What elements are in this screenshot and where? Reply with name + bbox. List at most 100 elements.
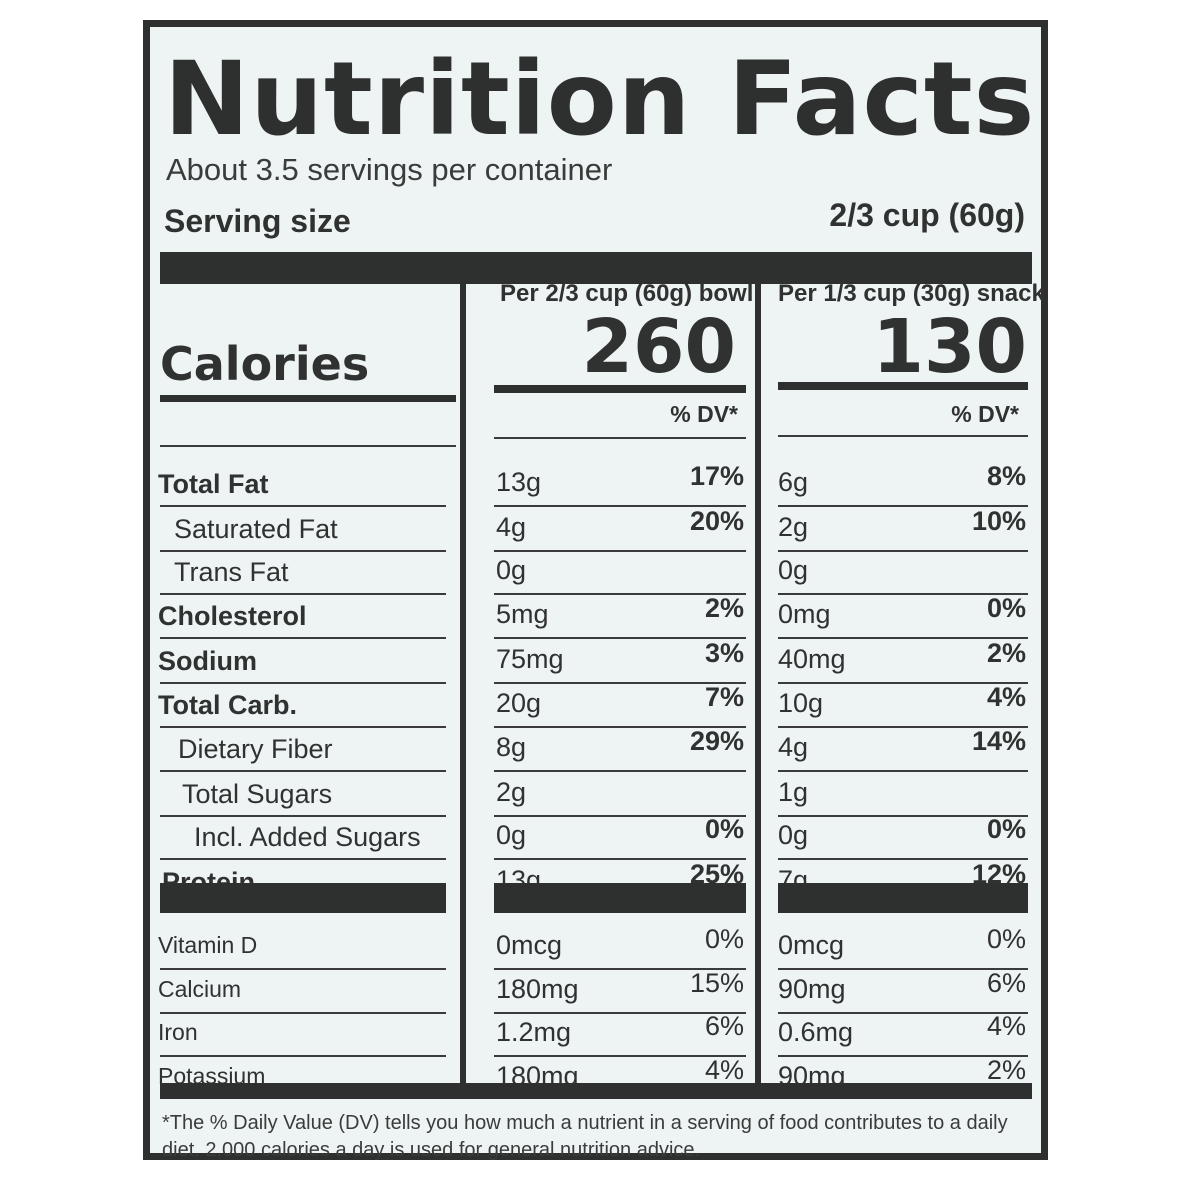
snack-daily-value: 0% bbox=[986, 924, 1026, 954]
row-divider bbox=[160, 726, 446, 728]
snack-amount: 0mcg bbox=[778, 930, 845, 960]
calories-divider-bowl bbox=[494, 385, 746, 393]
bowl-daily-value: 20% bbox=[689, 506, 744, 536]
bowl-amount: 75mg bbox=[496, 644, 564, 674]
snack-daily-value: 6% bbox=[986, 968, 1026, 998]
row-divider bbox=[778, 682, 1028, 684]
row-divider bbox=[494, 858, 746, 860]
snack-dv-header: % DV* bbox=[951, 401, 1019, 427]
snack-daily-value: 4% bbox=[986, 682, 1026, 712]
dv-header-line-left bbox=[160, 445, 456, 447]
bowl-calories-value: 260 bbox=[581, 304, 736, 390]
column-divider-2 bbox=[755, 267, 761, 1097]
vitamin-divider-bowl bbox=[494, 883, 746, 913]
row-divider bbox=[778, 858, 1028, 860]
bowl-daily-value: 6% bbox=[704, 1011, 744, 1041]
row-divider bbox=[494, 815, 746, 817]
row-divider bbox=[778, 637, 1028, 639]
panel-title: Nutrition Facts bbox=[164, 40, 1036, 159]
row-divider bbox=[494, 1055, 746, 1057]
snack-amount: 6g bbox=[778, 467, 809, 497]
row-divider bbox=[778, 815, 1028, 817]
row-divider bbox=[494, 682, 746, 684]
row-divider bbox=[494, 726, 746, 728]
dv-header-line-bowl bbox=[494, 437, 746, 439]
nutrient-name: Total Carb. bbox=[158, 690, 298, 720]
nutrient-name: Iron bbox=[158, 1019, 198, 1045]
nutrient-name: Total Sugars bbox=[182, 779, 333, 809]
bowl-daily-value: 17% bbox=[689, 461, 744, 491]
bowl-daily-value: 3% bbox=[704, 638, 744, 668]
bowl-daily-value: 2% bbox=[704, 593, 744, 623]
snack-daily-value: 4% bbox=[986, 1011, 1026, 1041]
row-divider bbox=[494, 550, 746, 552]
snack-daily-value: 10% bbox=[971, 506, 1026, 536]
bowl-amount: 8g bbox=[496, 732, 527, 762]
nutrient-name: Calcium bbox=[158, 976, 242, 1002]
dv-header-line-snack bbox=[778, 435, 1028, 437]
nutrient-name: Sodium bbox=[158, 646, 257, 676]
row-divider bbox=[778, 726, 1028, 728]
snack-daily-value: 0% bbox=[986, 593, 1026, 623]
nutrient-name: Dietary Fiber bbox=[178, 734, 333, 764]
row-divider bbox=[160, 1012, 446, 1014]
snack-daily-value: 8% bbox=[986, 461, 1026, 491]
bowl-amount: 13g bbox=[496, 467, 542, 497]
bowl-amount: 2g bbox=[496, 777, 527, 807]
bowl-daily-value: 15% bbox=[689, 968, 744, 998]
servings-per-container: About 3.5 servings per container bbox=[166, 152, 613, 187]
vitamin-divider-snack bbox=[778, 883, 1028, 913]
dv-footnote: *The % Daily Value (DV) tells you how mu… bbox=[162, 1112, 1008, 1161]
bowl-daily-value: 4% bbox=[704, 1055, 744, 1085]
row-divider bbox=[778, 550, 1028, 552]
snack-amount: 0mg bbox=[778, 599, 831, 629]
column-divider-1 bbox=[460, 267, 466, 1097]
row-divider bbox=[160, 637, 446, 639]
snack-amount: 40mg bbox=[778, 644, 846, 674]
row-divider bbox=[778, 1055, 1028, 1057]
bowl-amount: 5mg bbox=[496, 599, 549, 629]
bowl-daily-value: 7% bbox=[704, 682, 744, 712]
snack-daily-value: 0% bbox=[986, 814, 1026, 844]
row-divider bbox=[160, 1055, 446, 1057]
vitamin-divider-left bbox=[160, 883, 446, 913]
calories-divider-left bbox=[160, 395, 456, 402]
snack-amount: 0g bbox=[778, 820, 809, 850]
row-divider bbox=[494, 505, 746, 507]
snack-amount: 2g bbox=[778, 512, 809, 542]
bowl-dv-header: % DV* bbox=[670, 401, 738, 427]
snack-daily-value: 2% bbox=[986, 638, 1026, 668]
row-divider bbox=[160, 770, 446, 772]
snack-amount: 90mg bbox=[778, 974, 846, 1004]
row-divider bbox=[778, 593, 1028, 595]
row-divider bbox=[778, 1012, 1028, 1014]
nutrient-name: Cholesterol bbox=[158, 601, 307, 631]
row-divider bbox=[160, 550, 446, 552]
snack-amount: 0g bbox=[778, 555, 809, 585]
snack-amount: 0.6mg bbox=[778, 1017, 854, 1047]
bowl-amount: 4g bbox=[496, 512, 527, 542]
row-divider bbox=[160, 968, 446, 970]
nutrient-name: Total Fat bbox=[158, 469, 269, 499]
row-divider bbox=[160, 858, 446, 860]
nutrient-name: Vitamin D bbox=[158, 932, 258, 958]
row-divider bbox=[494, 968, 746, 970]
bowl-amount: 1.2mg bbox=[496, 1017, 572, 1047]
nutrition-facts-panel: Nutrition Facts About 3.5 servings per c… bbox=[143, 20, 1048, 1161]
row-divider bbox=[160, 682, 446, 684]
row-divider bbox=[160, 505, 446, 507]
row-divider bbox=[778, 968, 1028, 970]
row-divider bbox=[160, 815, 446, 817]
calories-divider-snack bbox=[778, 382, 1028, 390]
bowl-amount: 0mcg bbox=[496, 930, 563, 960]
bowl-amount: 20g bbox=[496, 688, 542, 718]
snack-daily-value: 14% bbox=[971, 726, 1026, 756]
nutrient-name: Incl. Added Sugars bbox=[194, 822, 421, 852]
row-divider bbox=[160, 593, 446, 595]
row-divider bbox=[778, 505, 1028, 507]
thick-divider-top bbox=[160, 252, 1032, 284]
bowl-daily-value: 29% bbox=[689, 726, 744, 756]
row-divider bbox=[778, 770, 1028, 772]
nutrient-name: Saturated Fat bbox=[174, 514, 338, 544]
serving-size-value: 2/3 cup (60g) bbox=[829, 197, 1025, 233]
